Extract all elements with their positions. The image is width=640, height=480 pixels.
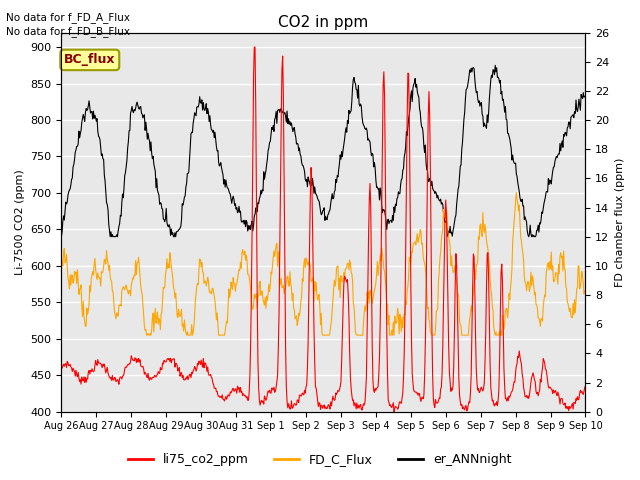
Text: BC_flux: BC_flux bbox=[64, 53, 116, 66]
Y-axis label: Li-7500 CO2 (ppm): Li-7500 CO2 (ppm) bbox=[15, 169, 25, 275]
Y-axis label: FD chamber flux (ppm): FD chamber flux (ppm) bbox=[615, 157, 625, 287]
Legend: li75_co2_ppm, FD_C_Flux, er_ANNnight: li75_co2_ppm, FD_C_Flux, er_ANNnight bbox=[124, 448, 516, 471]
Text: No data for f_FD_A_Flux: No data for f_FD_A_Flux bbox=[6, 12, 131, 23]
Text: No data for f_FD_B_Flux: No data for f_FD_B_Flux bbox=[6, 26, 131, 37]
Title: CO2 in ppm: CO2 in ppm bbox=[278, 15, 369, 30]
